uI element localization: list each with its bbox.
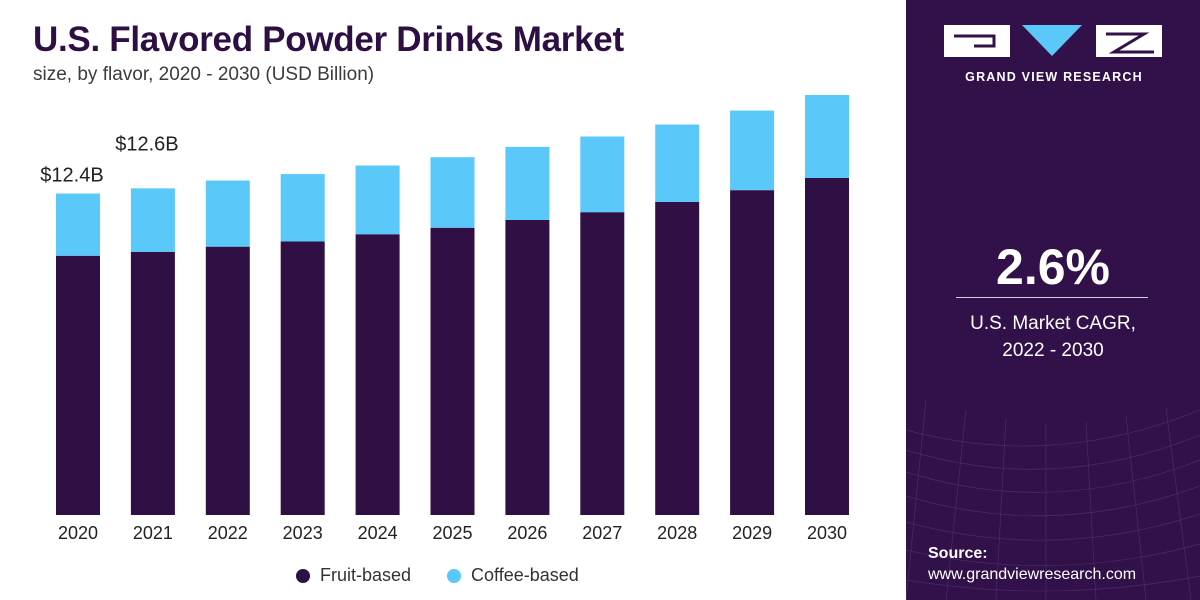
bar-coffee-based-2030 — [805, 95, 849, 178]
legend-swatch-coffee-based — [447, 568, 462, 583]
bar-fruit-based-2028 — [655, 201, 700, 515]
bar-coffee-based-2024 — [355, 165, 400, 235]
x-tick-2026: 2026 — [507, 523, 547, 543]
cagr-label: U.S. Market CAGR, 2022 - 2030 — [906, 310, 1200, 364]
cagr-label-line1: U.S. Market CAGR, — [970, 313, 1136, 334]
bar-coffee-based-2022 — [205, 180, 250, 247]
x-tick-2023: 2023 — [283, 523, 323, 543]
legend-label-fruit-based: Fruit-based — [320, 565, 412, 585]
gvr-logo — [944, 22, 1164, 67]
bar-coffee-based-2023 — [280, 174, 325, 242]
bar-coffee-based-2028 — [655, 124, 700, 202]
chart-subtitle: size, by flavor, 2020 - 2030 (USD Billio… — [33, 64, 375, 85]
chart-title: U.S. Flavored Powder Drinks Market — [33, 20, 624, 59]
bar-coffee-based-2029 — [730, 110, 775, 191]
x-tick-2028: 2028 — [657, 523, 697, 543]
cagr-value: 2.6% — [996, 239, 1110, 295]
bar-fruit-based-2024 — [355, 234, 400, 515]
bar-fruit-based-2020 — [56, 255, 100, 516]
bar-coffee-based-2027 — [580, 136, 625, 213]
brand-name: GRAND VIEW RESEARCH — [965, 70, 1143, 84]
x-tick-2022: 2022 — [208, 523, 248, 543]
data-label-2021: $12.6B — [115, 133, 178, 155]
bar-fruit-based-2021 — [130, 251, 175, 515]
x-tick-2021: 2021 — [133, 523, 173, 543]
x-tick-2024: 2024 — [358, 523, 398, 543]
bar-fruit-based-2025 — [430, 227, 475, 516]
info-sidebar: GRAND VIEW RESEARCH 2.6% U.S. Market CAG… — [906, 0, 1200, 600]
bar-fruit-based-2027 — [580, 212, 625, 515]
legend-item-fruit-based: Fruit-based — [296, 565, 411, 586]
bar-coffee-based-2021 — [130, 188, 175, 252]
bar-fruit-based-2030 — [805, 177, 849, 516]
bar-coffee-based-2026 — [505, 146, 550, 220]
x-tick-2027: 2027 — [582, 523, 622, 543]
cagr-divider — [956, 297, 1148, 298]
source-url[interactable]: www.grandviewresearch.com — [928, 566, 1137, 583]
legend-label-coffee-based: Coffee-based — [471, 565, 579, 585]
cagr-label-line2: 2022 - 2030 — [1002, 340, 1104, 361]
bar-fruit-based-2023 — [280, 241, 325, 515]
data-label-2020: $12.4B — [40, 165, 103, 187]
gvr-logo-mark — [944, 25, 1162, 57]
chart-legend: Fruit-based Coffee-based — [296, 565, 615, 586]
legend-item-coffee-based: Coffee-based — [447, 565, 579, 586]
wireframe-grid-background — [906, 399, 1200, 600]
bar-fruit-based-2022 — [205, 246, 250, 515]
x-tick-2029: 2029 — [732, 523, 772, 543]
bar-fruit-based-2029 — [730, 190, 775, 516]
bar-fruit-based-2026 — [505, 219, 550, 516]
bar-coffee-based-2020 — [56, 193, 100, 256]
legend-swatch-fruit-based — [296, 568, 310, 583]
stacked-bar-chart: 2020 2021 2022 2023 2024 2025 2026 2027 2028 2029… — [40, 95, 849, 543]
x-tick-2030: 2030 — [807, 523, 847, 543]
source-label: Source: — [928, 545, 988, 562]
x-tick-2020: 2020 — [58, 523, 98, 543]
bar-coffee-based-2025 — [430, 157, 475, 228]
x-tick-2025: 2025 — [432, 523, 472, 543]
chart-panel: U.S. Flavored Powder Drinks Market size,… — [33, 20, 849, 586]
